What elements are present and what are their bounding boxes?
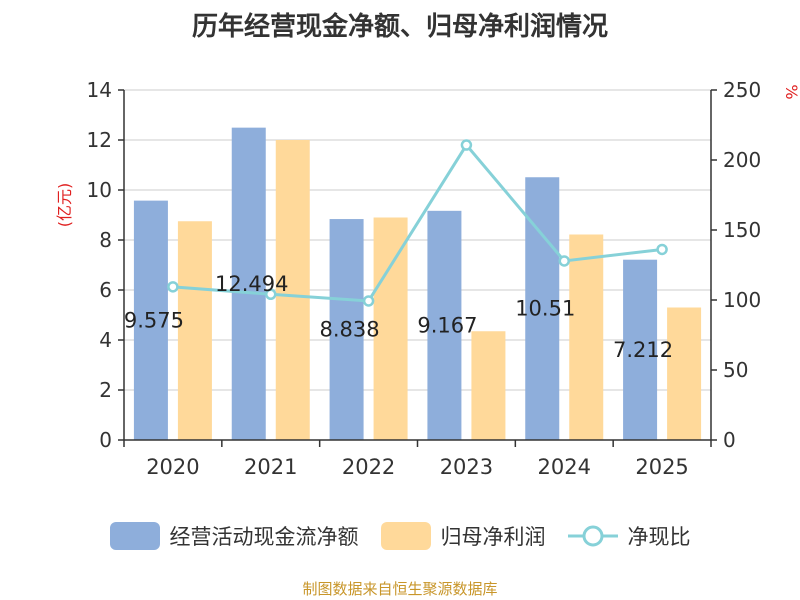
y-left-tick-label-1: 2	[99, 378, 112, 402]
bar-net-profit-2021	[275, 140, 310, 440]
line-ratio-path	[172, 142, 663, 303]
data-source: 制图数据来自恒生聚源数据库	[302, 580, 498, 598]
x-tick-label-5: 2025	[635, 455, 688, 479]
bar-marks	[133, 127, 702, 441]
bar-net-profit-2022	[373, 217, 408, 440]
y-right-axis-label: %	[782, 84, 800, 99]
x-tick-label-3: 2023	[440, 455, 493, 479]
line-ratio-point-2023	[460, 139, 473, 151]
y-right-tick-label-3: 150	[723, 218, 761, 242]
chart-title: 历年经营现金净额、归母净利润情况	[191, 12, 608, 42]
legend-line-ratio-icon	[567, 525, 618, 547]
bar-cashflow-2023	[427, 210, 462, 440]
bar-cashflow-2020	[133, 200, 168, 440]
y-left-axis-label: (亿元)	[55, 183, 74, 228]
y-right-tick-label-2: 100	[723, 288, 761, 312]
data-labels: 9.575 12.494 8.838 9.167 10.51 7.212	[124, 272, 673, 362]
y-right-tick-label-1: 50	[723, 358, 748, 382]
y-left-tick-label-7: 14	[87, 78, 112, 102]
data-label-cashflow-2023: 9.167	[417, 313, 477, 337]
y-left-tick-label-3: 6	[99, 278, 112, 302]
legend-label-net-profit: 归母净利润	[440, 525, 546, 549]
y-left-tick-label-6: 12	[87, 128, 112, 152]
bar-net-profit-2020	[177, 221, 212, 440]
axes: 0 2 4 6 8 10 12 14 0 50 100 150 200 250 (亿元)% 2020 2021 2…	[55, 78, 800, 479]
bar-net-profit-2023	[471, 331, 506, 440]
bar-net-profit-2024	[569, 234, 604, 440]
bar-cashflow-2022	[329, 219, 364, 440]
y-right-tick-label-0: 0	[723, 428, 736, 452]
data-label-cashflow-2020: 9.575	[124, 308, 184, 332]
bar-net-profit-2025	[667, 307, 702, 440]
data-label-cashflow-2022: 8.838	[320, 318, 380, 342]
y-left-tick-label-0: 0	[99, 428, 112, 452]
x-tick-label-4: 2024	[538, 455, 591, 479]
y-left-tick-label-2: 4	[99, 328, 112, 352]
legend: 经营活动现金流净额 归母净利润 净现比	[0, 516, 800, 556]
legend-swatch-cashflow	[109, 522, 160, 550]
line-ratio-point-2022	[362, 295, 375, 307]
x-tick-label-2: 2022	[342, 455, 395, 479]
bar-cashflow-2025	[623, 259, 658, 440]
line-series	[167, 139, 668, 307]
legend-label-cashflow: 经营活动现金流净额	[169, 525, 359, 549]
line-ratio-point-2020	[167, 281, 179, 293]
legend-item-cashflow[interactable]: 经营活动现金流净额	[109, 521, 359, 551]
line-ratio-point-2021	[265, 288, 277, 301]
x-tick-label-0: 2020	[146, 455, 199, 479]
line-ratio-point-2024	[558, 255, 570, 267]
data-label-cashflow-2024: 10.51	[515, 297, 575, 321]
legend-label-ratio: 净现比	[627, 525, 691, 549]
legend-item-ratio[interactable]: 净现比	[567, 521, 691, 551]
legend-swatch-net-profit	[380, 522, 431, 550]
legend-item-net-profit[interactable]: 归母净利润	[380, 521, 546, 551]
bar-cashflow-2021	[231, 127, 266, 441]
line-ratio-point-2025	[656, 243, 668, 256]
data-label-cashflow-2025: 7.212	[613, 338, 673, 362]
x-tick-label-1: 2021	[244, 455, 297, 479]
y-right-tick-label-5: 250	[723, 78, 761, 102]
y-left-tick-label-4: 8	[99, 228, 112, 252]
y-left-tick-label-5: 10	[87, 178, 112, 202]
y-right-tick-label-4: 200	[723, 148, 761, 172]
data-label-cashflow-2021: 12.494	[215, 272, 288, 296]
